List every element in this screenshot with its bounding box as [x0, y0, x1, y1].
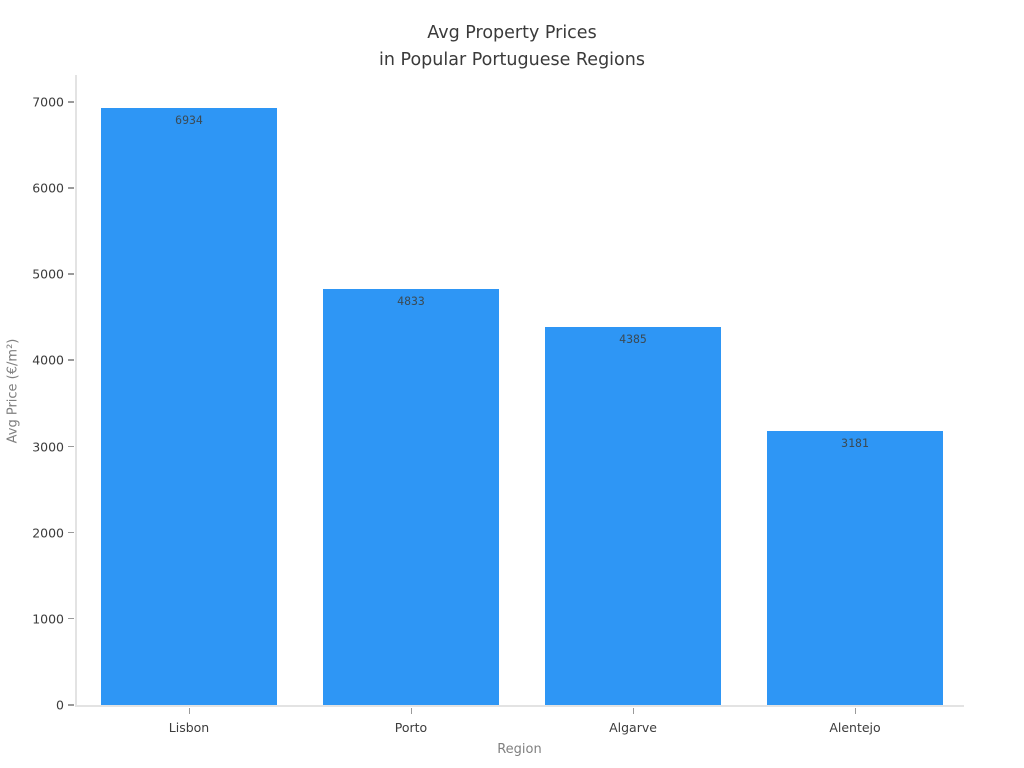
bar-porto: 4833	[323, 289, 499, 705]
x-tick-mark	[410, 708, 412, 714]
y-tick-mark	[68, 704, 74, 706]
bar-value-label: 3181	[841, 436, 869, 450]
x-tick-label-alentejo: Alentejo	[829, 720, 881, 735]
bar-value-label: 4385	[619, 332, 647, 346]
x-axis-title: Region	[497, 742, 542, 757]
y-tick-mark	[68, 359, 74, 361]
x-tick-label-lisbon: Lisbon	[168, 720, 210, 735]
bar-algarve: 4385	[545, 327, 721, 705]
bar-value-label: 6934	[175, 113, 203, 127]
bar-lisbon: 6934	[101, 108, 277, 705]
chart-title-line-1: Avg Property Prices	[427, 23, 597, 43]
y-tick-label: 1000	[32, 611, 64, 627]
y-tick-label: 0	[56, 697, 64, 713]
x-tick-mark	[854, 708, 856, 714]
y-tick-label: 4000	[32, 352, 64, 368]
bar-value-label: 4833	[397, 294, 425, 308]
x-tick-mark	[188, 708, 190, 714]
y-tick-label: 7000	[32, 94, 64, 110]
bar-alentejo: 3181	[767, 431, 943, 705]
chart-title-line-2: in Popular Portuguese Regions	[379, 50, 645, 70]
y-tick-mark	[68, 617, 74, 620]
x-tick-mark	[632, 708, 634, 714]
chart-title: Avg Property Prices in Popular Portugues…	[0, 20, 1024, 74]
plot-area: 0 1000 2000 3000 4000 5000 6000 7000 6934 Lisbon 4…	[32, 75, 964, 735]
y-tick-mark	[68, 273, 74, 275]
y-axis-title: Avg Price (€/m²)	[5, 338, 21, 444]
x-tick-label-porto: Porto	[394, 720, 428, 735]
y-tick-mark	[68, 187, 74, 189]
y-tick-mark	[68, 101, 74, 103]
y-tick-label: 2000	[32, 525, 64, 541]
y-tick-label: 6000	[32, 180, 64, 196]
y-tick-label: 3000	[32, 439, 64, 455]
x-tick-label-algarve: Algarve	[609, 720, 657, 735]
y-tick-mark	[68, 445, 74, 448]
y-tick-mark	[68, 531, 74, 534]
y-tick-label: 5000	[32, 266, 64, 282]
